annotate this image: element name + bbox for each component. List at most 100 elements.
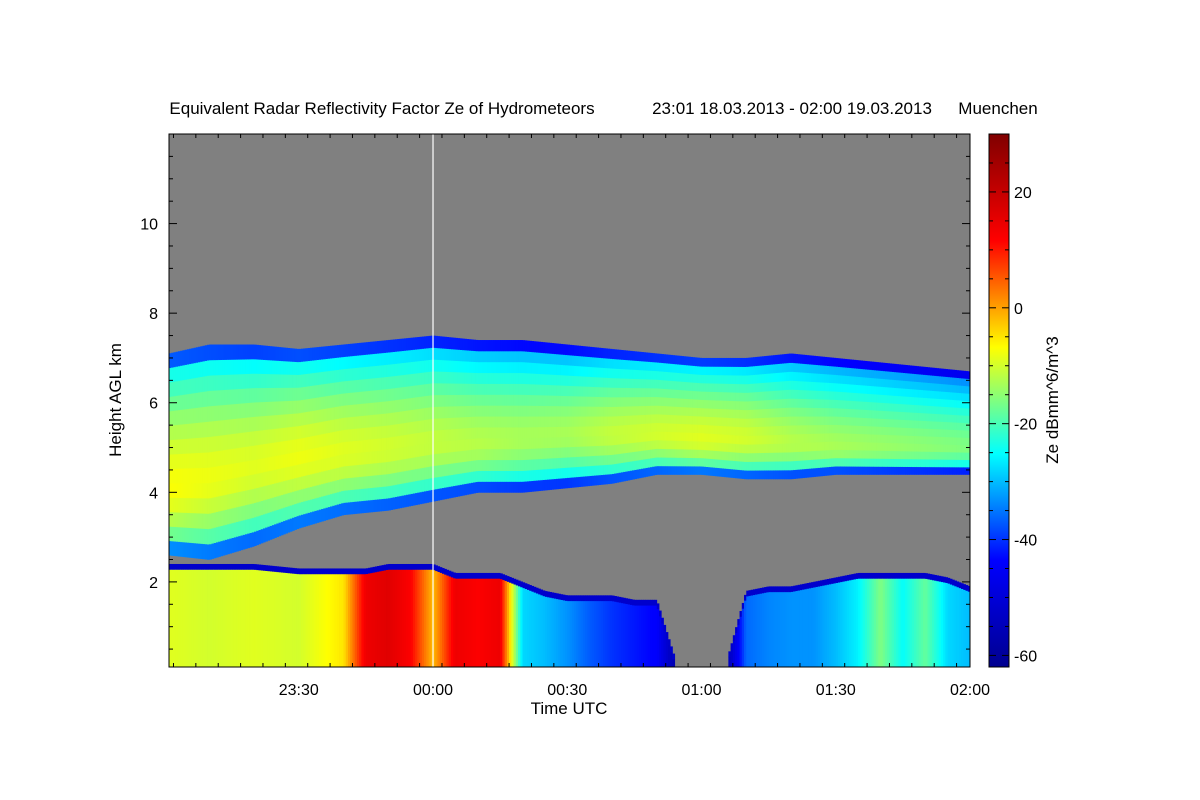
upper-layer-cell [582,356,586,367]
upper-layer-cell [468,383,472,395]
upper-layer-cell [826,449,830,459]
upper-layer-cell [347,392,351,406]
upper-layer-cell [403,338,407,351]
upper-layer-cell [242,490,246,506]
upper-layer-cell [562,364,566,376]
upper-layer-cell [435,477,438,490]
upper-layer-cell [180,350,183,366]
upper-layer-cell [580,355,584,367]
upper-layer-cell [817,381,821,391]
upper-layer-cell [629,396,633,407]
upper-layer-cell [710,391,714,401]
upper-layer-cell [732,452,736,461]
upper-layer-cell [202,437,206,453]
upper-layer-cell [475,339,479,352]
upper-layer-cell [403,410,407,424]
upper-layer-cell [685,373,689,383]
upper-layer-cell [450,440,454,453]
upper-layer-cell [399,338,403,352]
upper-layer-cell [260,429,264,445]
upper-layer-column [233,344,237,553]
upper-layer-cell [421,408,425,421]
upper-layer-cell [576,436,579,447]
upper-layer-cell [824,450,828,459]
upper-layer-cell [173,453,177,469]
upper-layer-cell [589,455,593,467]
upper-layer-cell [665,380,669,390]
upper-layer-cell [511,340,514,352]
upper-layer-cell [779,381,783,391]
upper-layer-column [426,336,429,503]
upper-layer-cell [180,541,183,557]
upper-layer-cell [215,374,219,391]
upper-layer-cell [571,426,575,437]
upper-layer-cell [547,374,550,386]
upper-layer-cell [902,427,906,436]
upper-layer-column [565,344,568,489]
upper-layer-cell [540,447,544,459]
upper-layer-cell [786,434,790,444]
upper-layer-cell [218,405,221,421]
upper-layer-cell [618,359,622,370]
upper-layer-cell [500,340,503,352]
upper-layer-cell [254,387,257,403]
upper-layer-cell [672,448,676,458]
upper-layer-cell [381,377,385,390]
upper-layer-cell [811,390,814,400]
upper-layer-cell [764,382,767,392]
upper-layer-cell [446,417,450,430]
upper-layer-cell [573,466,577,478]
upper-layer-cell [562,344,566,355]
upper-layer-cell [289,465,293,480]
upper-layer-cell [218,374,221,391]
upper-layer-cell [316,409,320,423]
upper-layer-cell [397,411,400,425]
upper-layer-cell [269,373,273,388]
upper-layer-cell [565,446,568,458]
upper-layer-cell [412,349,416,362]
upper-layer-cell [833,432,837,442]
upper-layer-cell [596,465,599,476]
upper-layer-cell [254,516,257,532]
upper-layer-cell [518,459,521,471]
upper-layer-cell [471,361,474,373]
upper-layer-cell [616,453,620,464]
upper-layer-cell [768,355,772,365]
upper-layer-column [215,344,219,558]
upper-layer-cell [891,434,895,444]
upper-layer-cell [453,394,456,407]
upper-layer-column [231,344,235,553]
upper-layer-column [408,337,412,507]
upper-layer-cell [191,542,195,559]
upper-layer-column [703,357,707,476]
upper-layer-cell [506,340,510,352]
upper-layer-cell [453,405,456,418]
chart-location: Muenchen [958,99,1037,118]
upper-layer-cell [285,480,288,494]
upper-layer-cell [887,442,890,451]
upper-layer-cell [598,425,602,437]
upper-layer-cell [627,359,631,370]
upper-layer-cell [283,440,286,455]
upper-layer-cell [761,356,765,366]
upper-layer-cell [766,470,770,480]
upper-layer-cell [386,461,389,475]
upper-layer-cell [347,356,351,369]
upper-layer-cell [679,381,682,391]
upper-layer-cell [269,497,273,513]
upper-layer-cell [578,476,582,488]
upper-layer-cell [560,467,564,479]
upper-layer-cell [732,460,736,470]
upper-layer-cell [598,445,602,456]
upper-layer-cell [645,449,649,460]
upper-layer-cell [361,379,365,392]
upper-layer-cell [647,423,651,433]
upper-layer-cell [627,443,631,453]
upper-layer-cell [524,448,528,460]
upper-layer-cell [663,465,667,475]
upper-layer-cell [750,444,754,454]
upper-layer-cell [513,459,517,471]
upper-layer-cell [213,512,217,528]
upper-layer-cell [654,405,658,415]
upper-layer-cell [591,356,595,368]
